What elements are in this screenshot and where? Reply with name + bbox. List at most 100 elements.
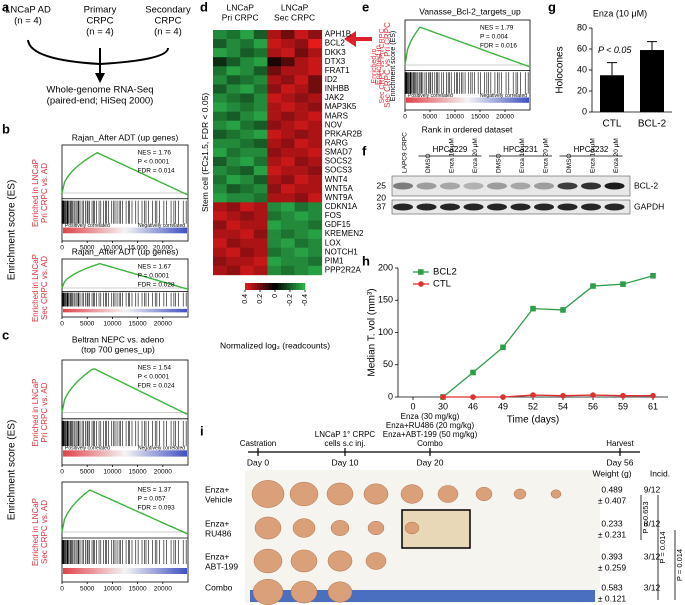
x-tick-label: 5000 [80,586,95,593]
band [581,182,601,190]
x-tick-label: 59 [618,401,628,411]
band [604,203,625,211]
plot-title: Vanasse_Bcl-2_targets_up [419,6,521,16]
heatmap-cell [294,84,309,94]
heatmap-cell [267,66,282,76]
legend-swatch [299,283,303,290]
heatmap-cell [294,102,309,112]
series-line [442,275,654,398]
tumor [404,521,420,535]
point [620,281,626,287]
heatmap-cell [294,229,309,239]
timeline-label: LNCaP 1° CRPC [315,430,376,439]
side-label: Sec CRPC vs Pri CRPC [379,28,386,103]
heatmap-cell [294,193,309,203]
heatmap-cell [267,211,282,221]
y-tick-label: 0 [582,106,587,116]
series-line [443,394,653,398]
band [393,182,413,190]
heatmap-cell [240,111,255,121]
x-tick-label: 0 [60,586,64,593]
heatmap-cell [253,147,268,158]
band [534,203,554,211]
side-label: Enriched in [371,48,378,83]
legend-swatch [302,283,306,290]
legend-swatch [245,283,249,290]
x-tick-label: 20000 [154,469,172,476]
heatmap-cell [308,256,323,267]
label: P = 0.0001 [138,273,170,280]
side-label: Enriched in [374,45,383,85]
gene-label: WNT4 [325,175,348,184]
heatmap-cell [294,247,309,258]
heatmap-cell [240,129,255,140]
heatmap-cell [240,102,255,112]
annotation: P < 0.05 [598,45,632,55]
x-tick-label: 5000 [80,469,95,476]
heatmap-cell [267,39,282,49]
heatmap-cell [294,238,309,248]
chart-title: Enza (10 μM) [593,8,647,18]
heatmap-cell [253,129,268,140]
heatmap-cell [226,265,241,276]
heatmap-cell [226,220,241,230]
heatmap-cell [253,120,268,131]
workflow-arrow [27,39,169,78]
enrichment-curve [404,26,531,68]
y-tick-label: 20 [577,85,587,95]
x-tick-label: 49 [498,401,508,411]
x-tick-label: 5000 [80,245,95,252]
band-label: BCL-2 [634,180,658,190]
heatmap-cell [267,111,282,121]
heatmap-cell [294,75,309,85]
heatmap-cell [213,247,227,258]
tumor [365,552,387,570]
group-label: (n = 4) [86,27,114,38]
x-tick-label: 61 [648,401,658,411]
heatmap-cell [294,30,309,40]
incidence: 3/12 [644,551,661,561]
heatmap-cell [240,93,255,103]
heatmap-cell [267,175,282,185]
heatmap-cell [213,211,227,221]
legend-marker [418,269,424,275]
heatmap-cell [213,166,227,176]
column-header: Incid. [650,468,670,478]
heatmap-cell [213,175,227,185]
heatmap-cell [281,66,295,76]
heatmap-cell [240,30,255,40]
label: Negatively correlated [480,93,527,99]
heatmap-cell [253,247,268,258]
heatmap-cell [294,147,309,158]
legend-marker [418,281,424,287]
point [530,392,536,398]
legend-swatch [278,283,282,290]
timeline-label: Combo [417,439,443,448]
heatmap-cell [308,129,323,140]
heatmap-cell [308,120,323,131]
heatmap-cell [281,102,295,112]
legend-swatch [284,283,288,290]
legend-swatch [290,283,294,290]
heatmap-cell [308,229,323,239]
heatmap-cell [213,120,227,131]
heatmap-cell [281,129,295,140]
timeline-label: Harvest [606,439,634,448]
y-tick-label: 50 [383,359,393,369]
legend-swatch [257,283,261,290]
heatmap-cell [213,48,227,58]
band [487,182,507,190]
panel-letter: d [200,0,208,14]
gene-label: MAP3K5 [325,102,357,111]
heatmap-cell [267,247,282,258]
heatmap-cell [253,256,268,267]
heatmap-cell [213,102,227,112]
bar [640,50,664,112]
heatmap-cell [281,48,295,58]
heatmap-cell [308,93,323,103]
x-tick-label: 0 [403,114,407,121]
error-bar [607,62,617,76]
gene-label: PIM1 [325,256,344,265]
lane-label: Enza 20 μM [472,138,479,173]
heatmap-cell [267,75,282,85]
